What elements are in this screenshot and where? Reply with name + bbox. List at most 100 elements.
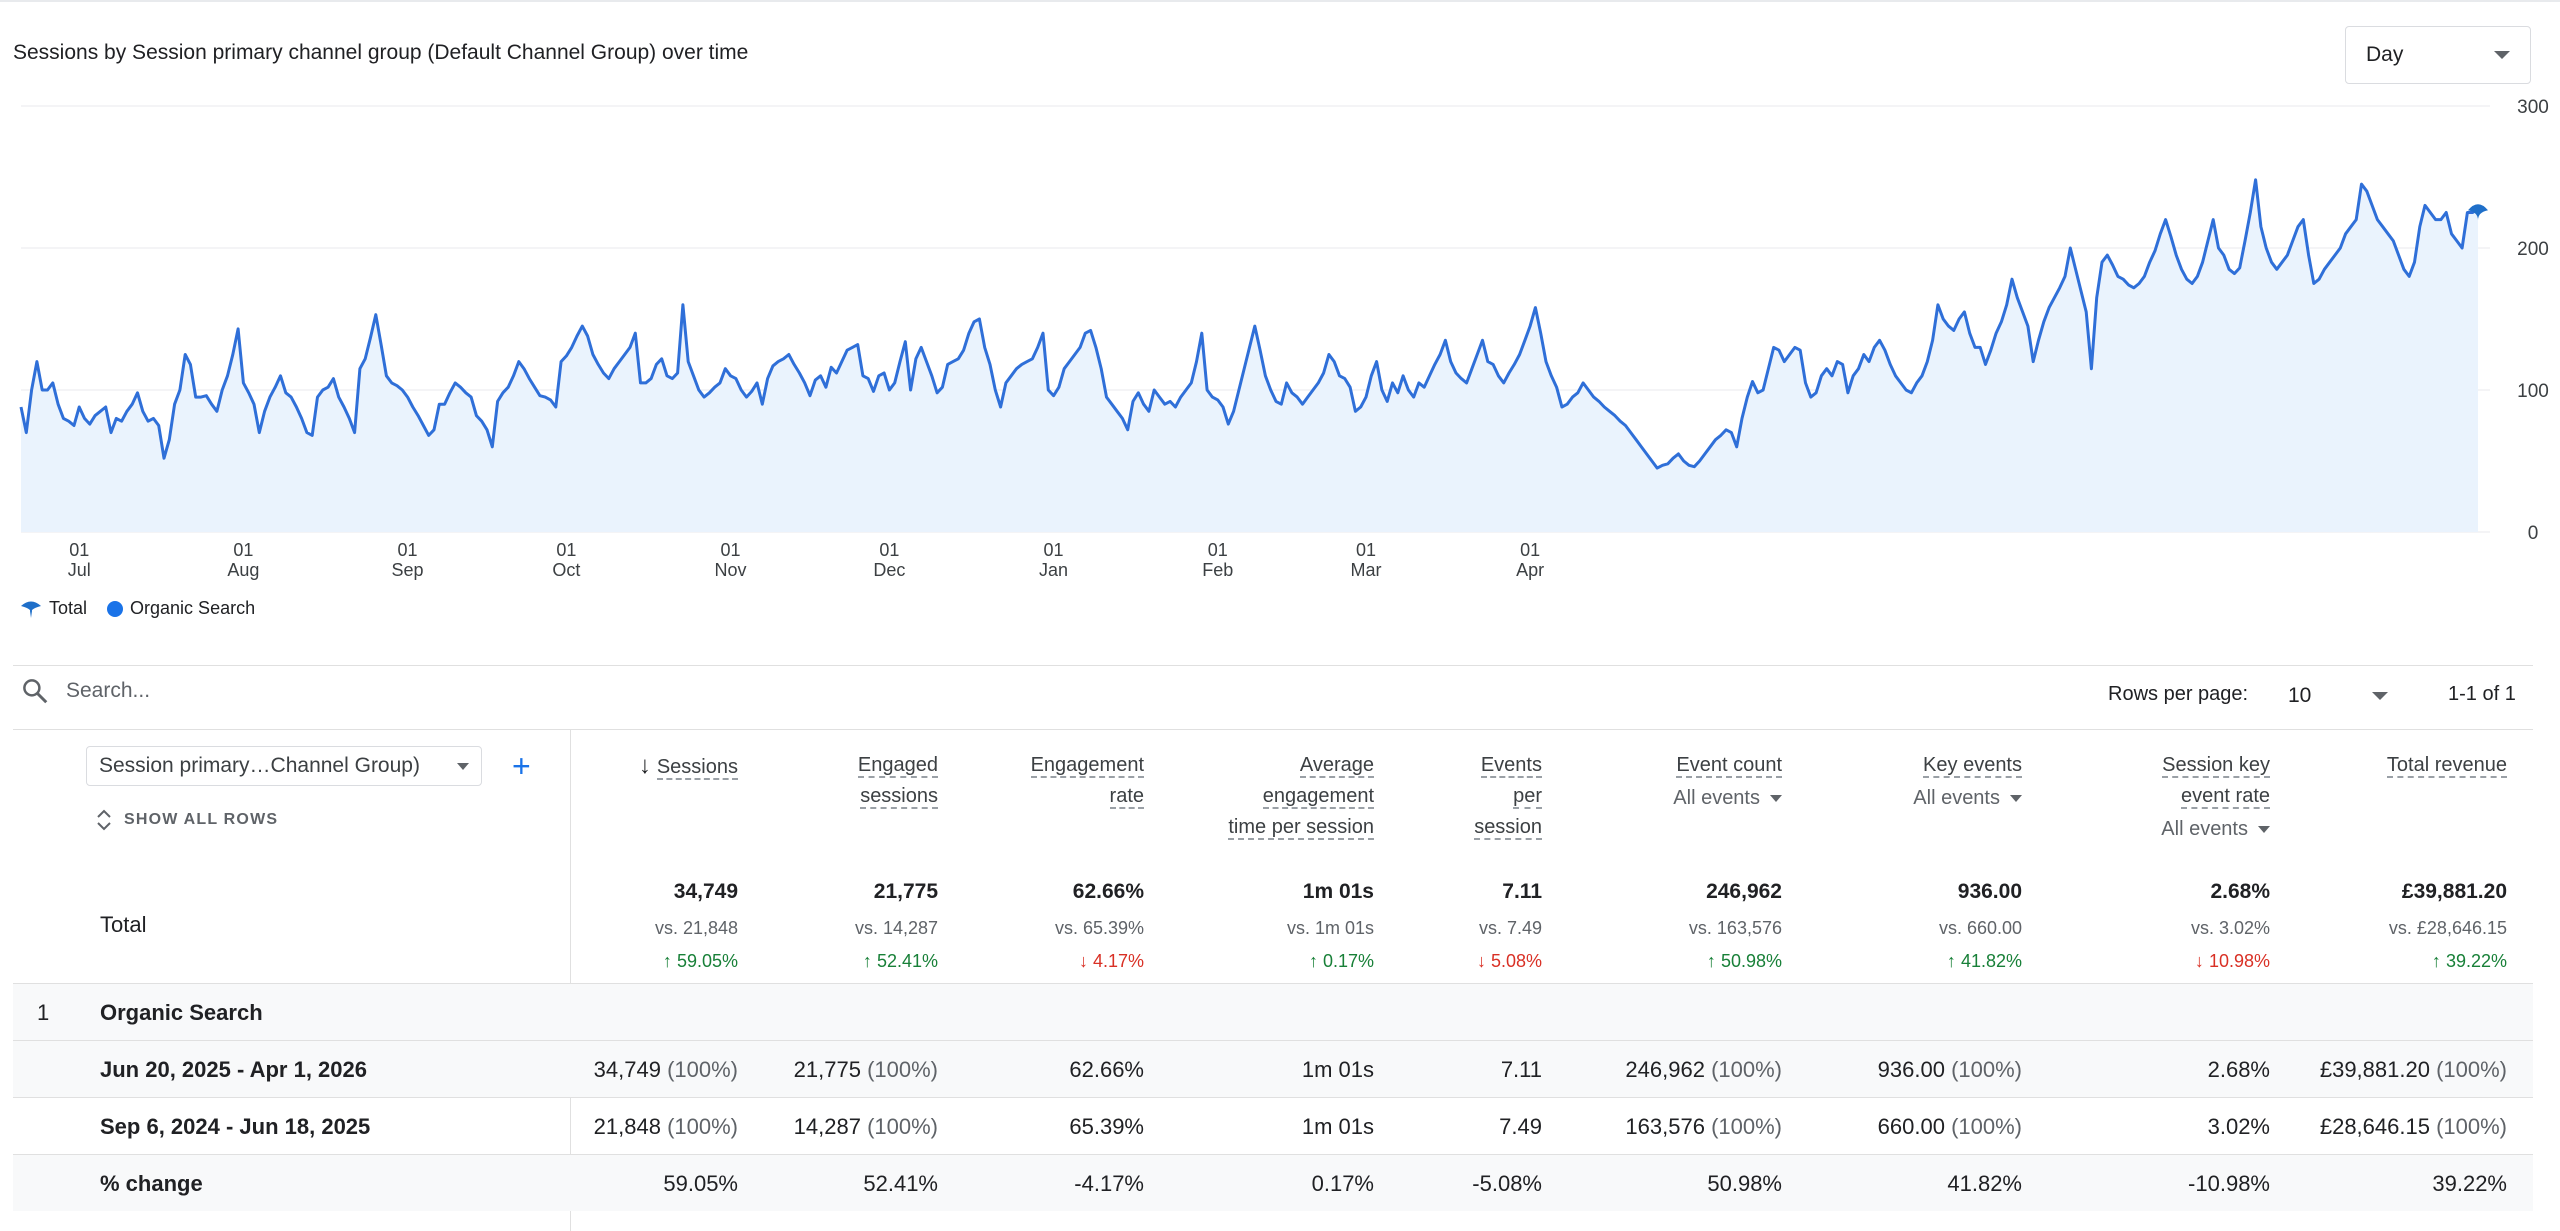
total-label: Total	[100, 912, 147, 937]
column-header-4[interactable]: Average engagement time per session	[1134, 750, 1374, 843]
cell-value: 62.66%	[1069, 1057, 1144, 1082]
total-cell-1: 34,749 vs. 21,848 ↑ 59.05%	[538, 880, 738, 972]
x-axis-ticks: 01Jul01Aug01Sep01Oct01Nov01Dec01Jan01Feb…	[68, 540, 1544, 580]
total-cell-7: 936.00 vs. 660.00 ↑ 41.82%	[1802, 880, 2022, 972]
chart-title: Sessions by Session primary channel grou…	[13, 41, 749, 64]
cell-value: 1m 01s	[1301, 1057, 1374, 1082]
series-end-marker	[2468, 204, 2488, 221]
column-header-text: Events	[1480, 754, 1542, 778]
top-border	[0, 0, 2560, 2]
table-row[interactable]: Jun 20, 2025 - Apr 1, 2026 34,749 (100%) 2…	[13, 1040, 2533, 1097]
cell-value: 65.39%	[1069, 1114, 1144, 1139]
column-header-text: rate	[1109, 785, 1144, 809]
table-cell: 41.82%	[1802, 1171, 2022, 1197]
chart-legend: Total Organic Search	[20, 598, 255, 619]
column-header-9[interactable]: Total revenue	[2287, 750, 2507, 781]
dimension-select[interactable]: Session primary…Channel Group)	[86, 746, 482, 786]
dimension-select-label: Session primary…Channel Group)	[99, 754, 420, 777]
arrow-up-icon: ↑	[1308, 951, 1318, 971]
arrow-up-icon: ↑	[1706, 951, 1716, 971]
x-tick-month: Dec	[873, 560, 905, 580]
table-cell: 50.98%	[1562, 1171, 1782, 1197]
metric-event-selector[interactable]: All events	[2050, 814, 2270, 845]
column-header-5[interactable]: Events per session	[1402, 750, 1542, 843]
column-header-2[interactable]: Engaged sessions	[738, 750, 938, 812]
column-header-text: Session key	[2162, 754, 2270, 778]
comparison-value: vs. 660.00	[1938, 918, 2022, 938]
total-cell-5: 7.11 vs. 7.49 ↓ 5.08%	[1402, 880, 1542, 972]
cell-value: 246,962	[1625, 1057, 1705, 1082]
chevron-down-icon	[1770, 795, 1782, 802]
pin-icon	[21, 601, 41, 618]
total-cell-6: 246,962 vs. 163,576 ↑ 50.98%	[1562, 880, 1782, 972]
change-value: ↑ 59.05%	[538, 951, 738, 972]
y-axis-ticks: 300 200 100 0	[2517, 97, 2549, 544]
metric-event-selector[interactable]: All events	[1562, 783, 1782, 814]
table-row-group[interactable]: 1 Organic Search	[13, 983, 2533, 1040]
divider	[13, 665, 2533, 666]
x-tick-day: 01	[1044, 540, 1064, 560]
cell-percent: (100%)	[1951, 1114, 2022, 1139]
change-value: ↑ 39.22%	[2287, 951, 2507, 972]
table-cell: 14,287 (100%)	[738, 1114, 938, 1140]
arrow-up-icon: ↑	[662, 951, 672, 971]
metric-event-selector[interactable]: All events	[1802, 783, 2022, 814]
divider	[13, 729, 2533, 730]
add-dimension-button[interactable]: +	[512, 748, 531, 784]
column-header-8[interactable]: Session key event rate All events	[2050, 750, 2270, 845]
change-percent: 10.98%	[2208, 951, 2270, 971]
chart-area-layer	[19, 178, 2488, 533]
arrow-down-icon: ↓	[2194, 951, 2204, 971]
comparison-value: vs. 14,287	[854, 918, 938, 938]
total-value: 34,749	[673, 880, 738, 903]
show-all-rows-button[interactable]: SHOW ALL ROWS	[96, 808, 278, 832]
cell-percent: (100%)	[667, 1057, 738, 1082]
change-value: ↑ 50.98%	[1562, 951, 1782, 972]
column-header-3[interactable]: Engagement rate	[944, 750, 1144, 812]
total-cell-9: £39,881.20 vs. £28,646.15 ↑ 39.22%	[2287, 880, 2507, 972]
granularity-dropdown[interactable]: Day	[2345, 26, 2531, 84]
legend-item-total[interactable]: Total	[20, 598, 87, 619]
x-tick-month: Mar	[1350, 560, 1381, 580]
chevron-down-icon	[2372, 692, 2388, 700]
change-percent: 0.17%	[1322, 951, 1374, 971]
row-label: % change	[100, 1171, 203, 1196]
table-cell: 52.41%	[738, 1171, 938, 1197]
total-value: £39,881.20	[2401, 880, 2507, 903]
change-percent: 59.05%	[676, 951, 738, 971]
total-value: 62.66%	[1072, 880, 1144, 903]
cell-value: 936.00	[1877, 1057, 1945, 1082]
cell-percent: (100%)	[2436, 1114, 2507, 1139]
x-tick-day: 01	[398, 540, 418, 560]
table-row[interactable]: % change 59.05% 52.41% -4.17% 0.17% -5.08% 50.…	[13, 1154, 2533, 1211]
cell-value: 660.00	[1877, 1114, 1945, 1139]
column-header-text: Engagement	[1030, 754, 1144, 778]
column-header-7[interactable]: Key events All events	[1802, 750, 2022, 814]
column-header-6[interactable]: Event count All events	[1562, 750, 1782, 814]
column-header-text: per	[1513, 785, 1542, 809]
event-selector-label: All events	[2161, 818, 2248, 840]
legend-item-organic-search[interactable]: Organic Search	[107, 598, 255, 619]
table-row[interactable]: Sep 6, 2024 - Jun 18, 2025 21,848 (100%) 1…	[13, 1097, 2533, 1154]
table-cell: 660.00 (100%)	[1802, 1114, 2022, 1140]
table-cell: 39.22%	[2287, 1171, 2507, 1197]
rows-per-page-value: 10	[2288, 684, 2312, 707]
x-tick-month: Jan	[1039, 560, 1068, 580]
total-cell-3: 62.66% vs. 65.39% ↓ 4.17%	[944, 880, 1144, 972]
total-value: 21,775	[873, 880, 938, 903]
cell-value: -10.98%	[2188, 1171, 2270, 1196]
series-line-organic-search[interactable]	[19, 178, 2479, 470]
event-selector-label: All events	[1913, 787, 2000, 809]
cell-value: 0.17%	[1311, 1171, 1374, 1196]
search-input[interactable]	[64, 678, 668, 704]
change-value: ↓ 5.08%	[1402, 951, 1542, 972]
expand-icon	[97, 809, 111, 831]
column-header-1[interactable]: ↓ Sessions	[538, 750, 738, 783]
table-cell: 21,848 (100%)	[538, 1114, 738, 1140]
total-cell-8: 2.68% vs. 3.02% ↓ 10.98%	[2050, 880, 2270, 972]
rows-per-page-select[interactable]: 10	[2288, 676, 2388, 716]
change-percent: 5.08%	[1490, 951, 1542, 971]
table-cell: 21,775 (100%)	[738, 1057, 938, 1083]
change-percent: 41.82%	[1960, 951, 2022, 971]
table-cell: -10.98%	[2050, 1171, 2270, 1197]
